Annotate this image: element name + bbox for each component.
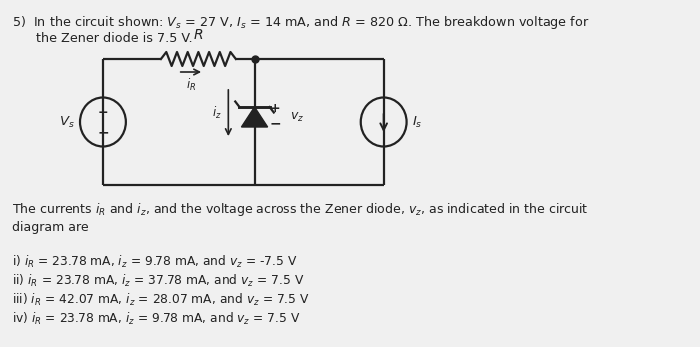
Text: the Zener diode is 7.5 V.: the Zener diode is 7.5 V. [12, 32, 192, 45]
Text: −: − [97, 125, 108, 139]
Text: i) $i_R$ = 23.78 mA, $i_z$ = 9.78 mA, and $v_z$ = -7.5 V: i) $i_R$ = 23.78 mA, $i_z$ = 9.78 mA, an… [12, 254, 297, 270]
Text: 5)  In the circuit shown: $V_s$ = 27 V, $I_s$ = 14 mA, and $R$ = 820 Ω. The brea: 5) In the circuit shown: $V_s$ = 27 V, $… [12, 14, 589, 31]
Text: $I_s$: $I_s$ [412, 115, 422, 129]
Text: The currents $i_R$ and $i_z$, and the voltage across the Zener diode, $v_z$, as : The currents $i_R$ and $i_z$, and the vo… [12, 201, 589, 218]
Text: $V_s$: $V_s$ [60, 115, 75, 129]
Text: $v_z$: $v_z$ [290, 110, 304, 124]
Text: $i_R$: $i_R$ [186, 77, 196, 93]
Polygon shape [241, 107, 267, 127]
Text: $R$: $R$ [193, 28, 204, 42]
Text: −: − [270, 116, 281, 130]
Text: ii) $i_R$ = 23.78 mA, $i_z$ = 37.78 mA, and $v_z$ = 7.5 V: ii) $i_R$ = 23.78 mA, $i_z$ = 37.78 mA, … [12, 273, 304, 289]
Text: +: + [270, 102, 281, 115]
Text: iv) $i_R$ = 23.78 mA, $i_z$ = 9.78 mA, and $v_z$ = 7.5 V: iv) $i_R$ = 23.78 mA, $i_z$ = 9.78 mA, a… [12, 311, 300, 327]
Text: diagram are: diagram are [12, 220, 89, 234]
Text: +: + [97, 107, 108, 119]
Text: $i_z$: $i_z$ [212, 105, 222, 121]
Text: iii) $i_R$ = 42.07 mA, $i_z$ = 28.07 mA, and $v_z$ = 7.5 V: iii) $i_R$ = 42.07 mA, $i_z$ = 28.07 mA,… [12, 292, 310, 308]
